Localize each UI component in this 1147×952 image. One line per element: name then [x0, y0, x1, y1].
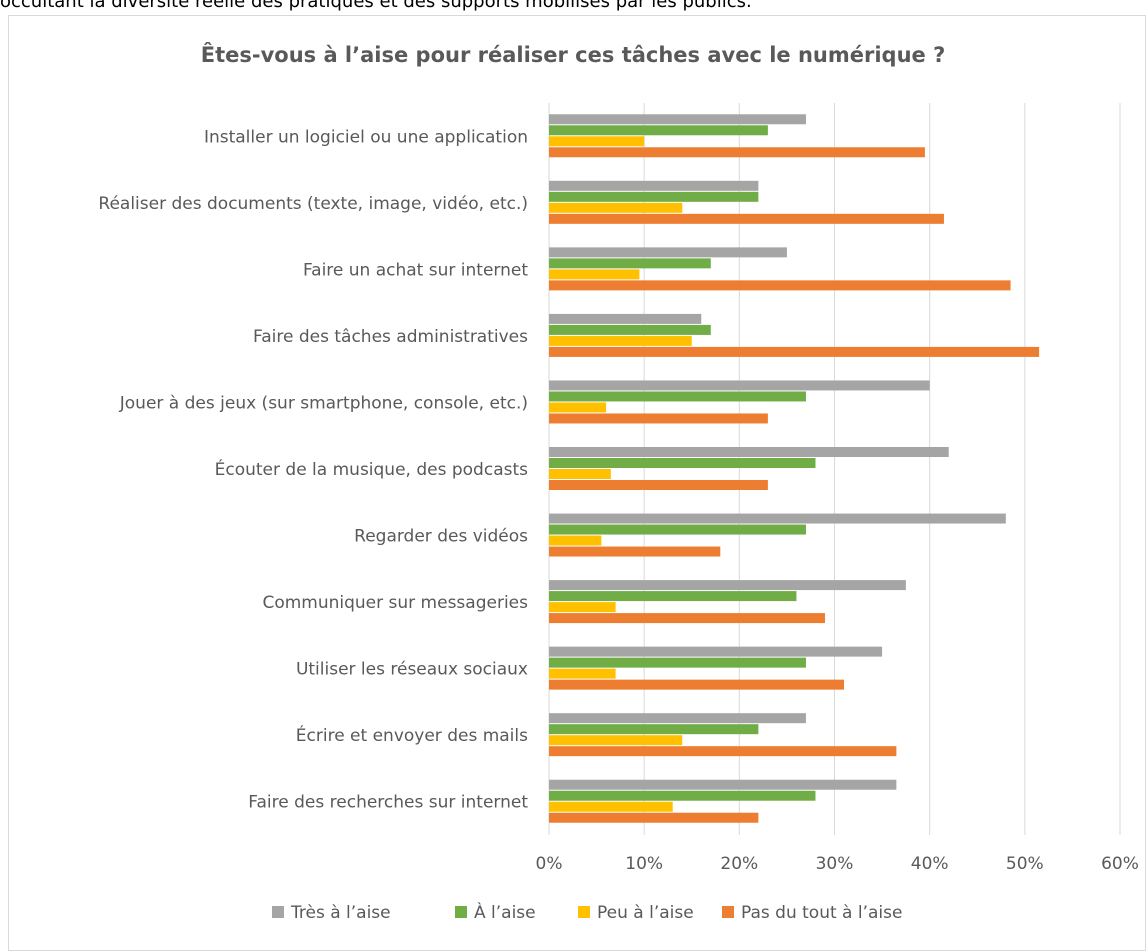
x-tick-label: 60%: [1101, 854, 1139, 874]
bar: [549, 812, 759, 823]
bar: [549, 202, 683, 213]
bar: [549, 469, 611, 479]
bar: [549, 280, 1011, 291]
bar: [549, 346, 1040, 357]
bar: [549, 646, 883, 657]
bar: [549, 524, 806, 535]
bar: [549, 602, 616, 613]
y-tick-label: Réaliser des documents (texte, image, vi…: [98, 194, 528, 214]
bar: [549, 247, 787, 258]
y-tick-label: Jouer à des jeux (sur smartphone, consol…: [119, 393, 528, 413]
bar: [549, 402, 607, 413]
bar: [549, 679, 845, 690]
legend-swatch: [455, 906, 467, 918]
bar: [549, 125, 768, 136]
y-tick-label: Faire des recherches sur internet: [248, 793, 528, 813]
bar: [549, 380, 930, 391]
x-tick-label: 40%: [911, 854, 949, 874]
x-tick-label: 30%: [816, 854, 854, 874]
y-tick-label: Installer un logiciel ou une application: [204, 127, 528, 147]
y-tick-label: Utiliser les réseaux sociaux: [296, 660, 528, 680]
bar: [549, 546, 721, 557]
bar: [549, 480, 768, 490]
bar: [549, 513, 1006, 524]
bar: [549, 147, 925, 158]
bar: [549, 779, 897, 790]
bar: [549, 413, 768, 424]
bar: [549, 657, 806, 668]
bar: [549, 114, 806, 125]
bar: [549, 746, 897, 757]
bar: [549, 180, 759, 191]
legend-swatch: [578, 906, 590, 918]
bar: [549, 313, 702, 324]
bar: [549, 213, 944, 224]
legend-label: À l’aise: [474, 901, 536, 923]
y-tick-label: Écrire et envoyer des mails: [296, 724, 528, 746]
y-tick-label: Communiquer sur messageries: [262, 593, 528, 613]
bar: [549, 790, 816, 801]
bar: [549, 668, 616, 679]
bar: [549, 136, 645, 147]
legend-label: Peu à l’aise: [597, 903, 694, 923]
y-tick-label: Faire des tâches administratives: [253, 327, 528, 347]
bar: [549, 613, 825, 624]
chart-frame: [8, 15, 1146, 951]
x-tick-label: 20%: [720, 854, 758, 874]
legend-swatch: [722, 906, 734, 918]
bar: [549, 324, 711, 335]
bar: [549, 335, 692, 346]
bar: [549, 801, 673, 812]
x-tick-label: 50%: [1006, 854, 1044, 874]
page-text: occultant la diversité réelle des pratiq…: [0, 0, 752, 12]
bar: [549, 258, 711, 269]
legend-label: Pas du tout à l’aise: [741, 903, 902, 923]
bar: [549, 269, 640, 280]
y-tick-label: Regarder des vidéos: [354, 527, 528, 547]
chart-title: Êtes-vous à l’aise pour réaliser ces tâc…: [201, 42, 946, 67]
bar: [549, 724, 759, 735]
legend-swatch: [272, 906, 284, 918]
y-tick-label: Faire un achat sur internet: [303, 260, 528, 280]
x-tick-label: 0%: [536, 854, 563, 874]
y-tick-label: Écouter de la musique, des podcasts: [215, 458, 529, 480]
bar: [549, 458, 816, 468]
bar: [549, 535, 602, 546]
bar: [549, 713, 806, 724]
bar: [549, 580, 906, 591]
bar: [549, 735, 683, 746]
bar: [549, 191, 759, 202]
bar: [549, 591, 797, 602]
x-tick-label: 10%: [625, 854, 663, 874]
legend-label: Très à l’aise: [290, 903, 391, 923]
bar: [549, 447, 949, 457]
bar: [549, 391, 806, 402]
